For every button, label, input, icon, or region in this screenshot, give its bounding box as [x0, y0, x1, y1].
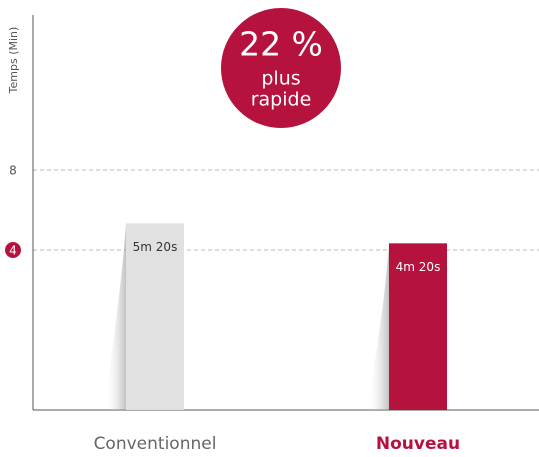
- y-tick-label: 4: [9, 244, 17, 258]
- tick-highlight: [5, 242, 21, 258]
- badge: [221, 8, 341, 128]
- badge-value: 22 %: [239, 25, 323, 64]
- y-tick-label: 8: [9, 164, 17, 178]
- badge-text: rapide: [251, 89, 312, 111]
- value-label: 4m 20s: [396, 260, 441, 274]
- value-label: 5m 20s: [133, 240, 178, 254]
- bar: [126, 223, 184, 410]
- badge-text: plus: [261, 68, 300, 90]
- bar: [389, 243, 447, 410]
- bar-shadow: [104, 223, 126, 410]
- bar-shadow: [367, 243, 389, 410]
- y-axis-label: Temps (Min): [7, 27, 20, 95]
- x-tick-label: Conventionnel: [94, 434, 217, 454]
- x-tick-label: Nouveau: [376, 434, 460, 454]
